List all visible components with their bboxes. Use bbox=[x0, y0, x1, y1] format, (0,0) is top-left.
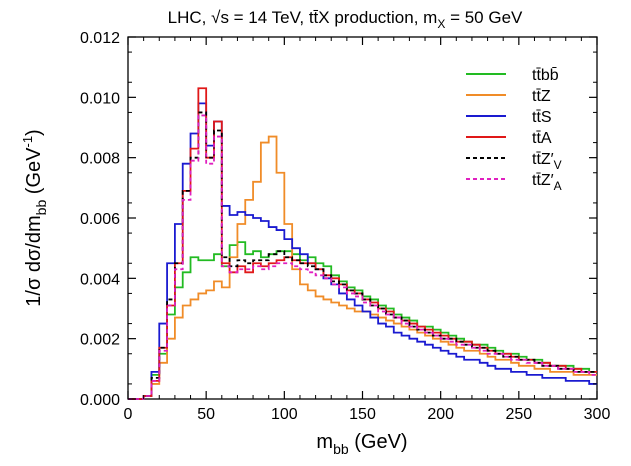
x-tick-label: 0 bbox=[124, 406, 133, 423]
chart-title: LHC, √s = 14 TeV, tt̄X production, mX = … bbox=[168, 8, 523, 31]
legend-label-0: tt̄bb̄ bbox=[532, 67, 559, 84]
y-tick-label: 0.010 bbox=[80, 90, 120, 107]
legend-label-5: tt̄Z′A bbox=[532, 172, 562, 193]
x-axis-label: mbb (GeV) bbox=[316, 431, 407, 457]
legend-label-1: tt̄Z bbox=[532, 88, 551, 105]
plot-area: 0 50 100 150 200 250 300 0.000 0.002 0.004 0.006 0.… bbox=[80, 30, 610, 423]
y-tick-label: 0.002 bbox=[80, 332, 120, 349]
legend: tt̄bb̄ tt̄Z tt̄S tt̄A tt̄Z′Vtt̄Z′A bbox=[466, 67, 562, 193]
y-tick-label: 0.008 bbox=[80, 151, 120, 168]
y-tick-label: 0.000 bbox=[80, 392, 120, 409]
ticks-layer: 0 50 100 150 200 250 300 0.000 0.002 0.004 0.006 0.… bbox=[80, 30, 610, 423]
x-tick-label: 250 bbox=[505, 406, 532, 423]
x-tick-label: 300 bbox=[584, 406, 611, 423]
legend-label-3: tt̄A bbox=[532, 130, 552, 147]
series-layer bbox=[128, 87, 597, 400]
series-line-3 bbox=[128, 87, 597, 400]
legend-label-2: tt̄S bbox=[532, 109, 552, 126]
y-tick-label: 0.012 bbox=[80, 30, 120, 47]
legend-label-4: tt̄Z′V bbox=[532, 151, 562, 172]
series-line-1 bbox=[128, 135, 597, 400]
y-tick-label: 0.006 bbox=[80, 211, 120, 228]
x-tick-label: 200 bbox=[427, 406, 454, 423]
y-axis-label: 1/σ dσ/dmbb (GeV-1) bbox=[20, 129, 49, 306]
y-tick-label: 0.004 bbox=[80, 271, 120, 288]
x-tick-label: 150 bbox=[349, 406, 376, 423]
x-tick-label: 50 bbox=[197, 406, 215, 423]
x-tick-label: 100 bbox=[271, 406, 298, 423]
